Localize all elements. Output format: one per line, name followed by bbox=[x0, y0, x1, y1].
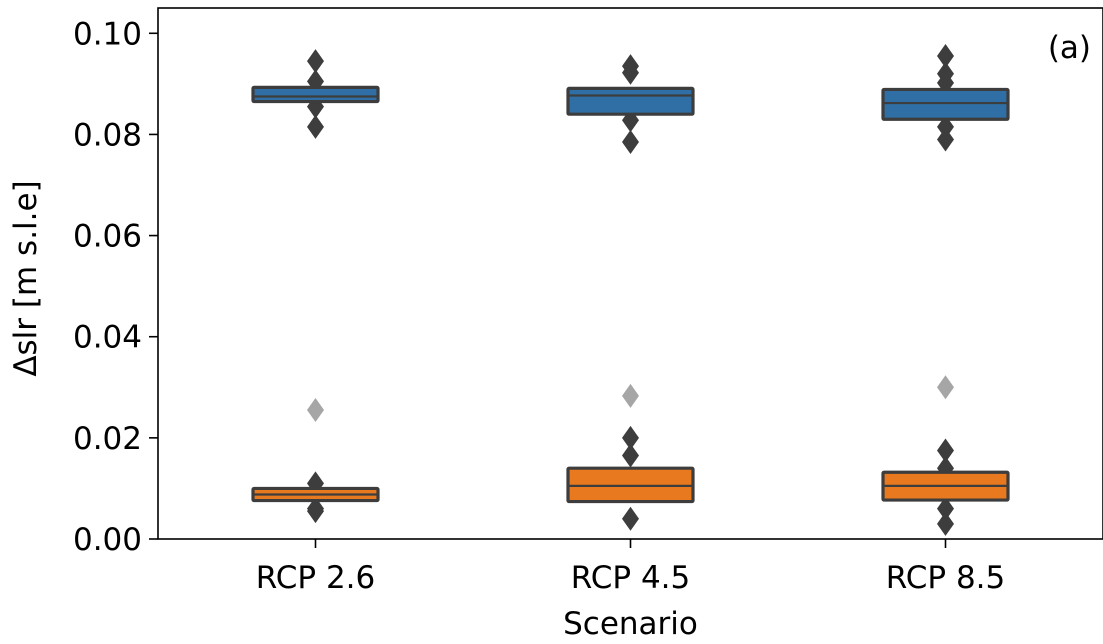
y-tick-label: 0.00 bbox=[73, 522, 142, 558]
outlier-point-light bbox=[307, 398, 324, 423]
outlier-point bbox=[937, 61, 954, 86]
outlier-point bbox=[622, 130, 639, 155]
outlier-point bbox=[622, 506, 639, 531]
x-tick-label: RCP 8.5 bbox=[886, 560, 1006, 596]
y-axis-label: Δslr [m s.l.e] bbox=[8, 180, 44, 376]
box-group bbox=[566, 54, 695, 155]
chart-marks bbox=[251, 44, 1010, 536]
y-axis-ticks: 0.00 0.02 0.04 0.06 0.08 0.10 bbox=[73, 16, 158, 558]
panel-label: (a) bbox=[1048, 30, 1091, 66]
y-tick-label: 0.08 bbox=[73, 117, 142, 153]
x-axis-ticks: RCP 2.6 RCP 4.5 RCP 8.5 bbox=[256, 539, 1006, 596]
y-tick-label: 0.04 bbox=[73, 320, 142, 356]
x-axis-label: Scenario bbox=[563, 606, 698, 642]
outlier-point bbox=[307, 49, 324, 74]
x-tick-label: RCP 2.6 bbox=[256, 560, 376, 596]
box-group bbox=[881, 375, 1010, 536]
outlier-point bbox=[307, 496, 324, 521]
box-group bbox=[566, 383, 695, 531]
y-tick-label: 0.06 bbox=[73, 219, 142, 255]
box bbox=[566, 86, 695, 116]
box-group bbox=[881, 44, 1010, 152]
outlier-point bbox=[622, 425, 639, 450]
outlier-point bbox=[622, 443, 639, 468]
box-group bbox=[251, 49, 380, 139]
box-group bbox=[251, 398, 380, 524]
y-tick-label: 0.10 bbox=[73, 16, 142, 52]
outlier-point bbox=[622, 54, 639, 79]
outlier-point bbox=[937, 44, 954, 69]
y-tick-label: 0.02 bbox=[73, 421, 142, 457]
outlier-point-light bbox=[937, 375, 954, 400]
x-tick-label: RCP 4.5 bbox=[571, 560, 691, 596]
outlier-point bbox=[307, 114, 324, 139]
outlier-point bbox=[937, 438, 954, 463]
outlier-point bbox=[937, 511, 954, 536]
box bbox=[251, 85, 380, 104]
outlier-point bbox=[937, 127, 954, 152]
box bbox=[881, 87, 1010, 121]
outlier-point bbox=[937, 496, 954, 521]
outlier-point-light bbox=[622, 383, 639, 408]
